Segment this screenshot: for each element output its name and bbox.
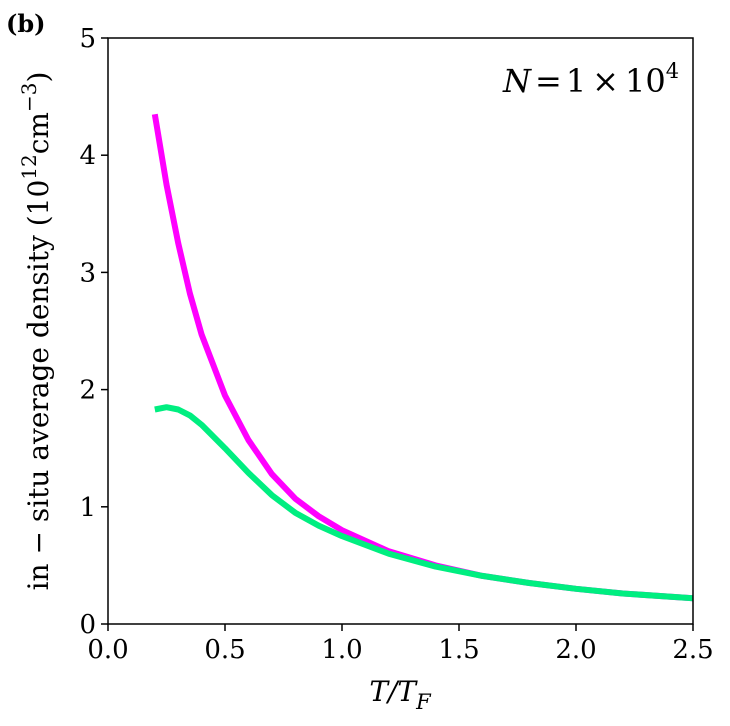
annotation-mantissa: 1: [566, 62, 586, 100]
annotation: N = 1 × 104: [502, 59, 679, 100]
y-tick-label: 2: [79, 376, 96, 406]
series-line-2: [154, 404, 694, 602]
plot-frame: [107, 37, 694, 625]
x-tick-label: 2.5: [672, 635, 713, 665]
panel-label: (b): [6, 9, 46, 38]
y-axis-label-close: ): [22, 72, 55, 83]
annotation-prefix: N: [502, 62, 532, 100]
y-tick-label: 5: [79, 24, 96, 54]
series-layer: [151, 113, 694, 602]
x-axis-label-main: T/T: [369, 675, 418, 708]
annotation-equals: =: [535, 62, 562, 100]
y-tick-label: 0: [79, 610, 96, 640]
x-tick-label: 0.0: [87, 635, 128, 665]
x-axis-label-subscript: F: [415, 690, 432, 714]
y-axis-label-exp2: −3: [17, 83, 41, 112]
ticks-layer: 0.0 0.5 1.0 1.5 2.0 2.5 0 1 2 3 4 5: [79, 24, 713, 665]
x-tick-label: 0.5: [204, 635, 245, 665]
series-line-1: [151, 113, 694, 602]
annotation-times: ×: [592, 62, 619, 100]
y-axis-label-exp1: 12: [17, 154, 41, 179]
annotation-exponent: 4: [666, 59, 679, 83]
x-axis-label: T/TF: [369, 675, 432, 714]
y-tick-label: 1: [79, 493, 96, 523]
y-axis-label: in − situ average density (1012cm−3): [17, 72, 55, 591]
y-tick-label: 4: [79, 141, 96, 171]
x-tick-label: 1.5: [438, 635, 479, 665]
y-tick-label: 3: [79, 258, 96, 288]
x-tick-label: 2.0: [555, 635, 596, 665]
x-tick-label: 1.0: [321, 635, 362, 665]
annotation-base: 10: [625, 62, 666, 100]
y-axis-label-main: in − situ average density (10: [22, 180, 55, 591]
y-axis-label-middle: cm: [22, 112, 55, 154]
